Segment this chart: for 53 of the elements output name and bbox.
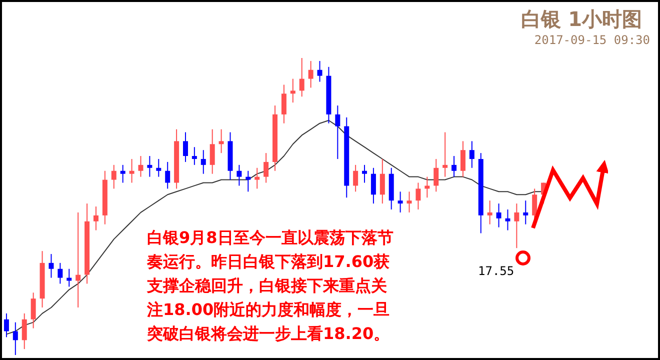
- candlestick: [182, 132, 188, 162]
- candlestick: [246, 170, 251, 192]
- candlestick: [254, 167, 260, 190]
- candlestick: [264, 152, 269, 184]
- candlestick: [505, 208, 510, 231]
- candlestick: [236, 164, 242, 186]
- candlestick: [22, 312, 27, 350]
- candlestick: [299, 58, 304, 98]
- candlestick: [192, 146, 197, 166]
- candlestick: [353, 164, 358, 192]
- candlestick: [335, 105, 340, 160]
- candlestick: [281, 84, 286, 124]
- candlestick: [93, 206, 98, 231]
- candlestick: [66, 268, 72, 288]
- candlestick: [12, 322, 18, 356]
- candlestick: [138, 156, 144, 178]
- candlestick: [129, 158, 134, 184]
- candlestick: [147, 156, 152, 178]
- candlestick: [4, 312, 9, 338]
- candlestick: [30, 292, 36, 329]
- candlestick: [317, 60, 322, 82]
- annotation: 17.55: [478, 264, 514, 278]
- candlestick: [496, 203, 502, 228]
- candlestick: [156, 158, 162, 178]
- candlestick: [460, 140, 466, 178]
- candlestick: [111, 164, 116, 190]
- candlestick: [523, 200, 528, 225]
- candlestick: [398, 191, 403, 213]
- candlestick: [218, 128, 224, 154]
- candlestick: [416, 182, 421, 210]
- candlestick: [165, 161, 170, 190]
- candlestick: [290, 78, 296, 104]
- candlestick: [487, 200, 492, 225]
- candlestick: [120, 164, 126, 184]
- candlestick: [362, 164, 368, 184]
- candlestick: [200, 150, 206, 174]
- candlestick: [406, 191, 412, 213]
- candlestick: [58, 262, 63, 284]
- chart-title: 白银 1小时图: [521, 6, 642, 33]
- candlestick: [210, 128, 215, 174]
- candlestick: [452, 156, 457, 178]
- candlestick: [380, 158, 385, 204]
- annotation: 白银9月8日至今一直以震荡下落节奏运行。昨日白银下落到17.60获支撑企稳回升，白银接下来重点关注18.00附近的力度和幅度，一旦突破白银将会进一步上看18.20。: [147, 227, 394, 345]
- candlestick: [442, 132, 448, 178]
- candlestick: [424, 176, 430, 198]
- text: 2017-09-15 09:30: [534, 33, 650, 47]
- candlestick: [469, 140, 474, 168]
- candlestick: [514, 203, 520, 249]
- candlestick: [370, 167, 376, 204]
- candlestick: [308, 60, 314, 88]
- candlestick: [434, 158, 439, 192]
- candlestick: [76, 212, 81, 308]
- candlestick: [48, 254, 54, 278]
